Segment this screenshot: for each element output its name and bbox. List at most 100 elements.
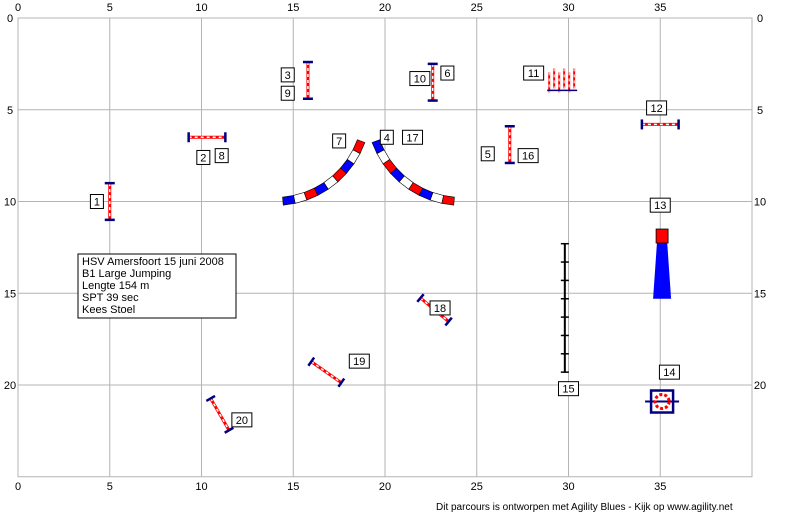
- number-label-box: [280, 85, 295, 101]
- tunnel-segment: [282, 195, 296, 206]
- number-label-12: 12: [646, 100, 668, 116]
- jump-2-8: [187, 132, 227, 143]
- number-label-5: 5: [480, 146, 495, 162]
- tire-ring: [653, 393, 671, 411]
- tunnel-7: [282, 139, 366, 206]
- x-tick-label-top: 35: [654, 2, 666, 14]
- number-label-4: 4: [379, 129, 394, 145]
- number-label-text: 19: [353, 356, 365, 368]
- number-label-2: 2: [196, 149, 211, 165]
- number-label-7: 7: [332, 133, 347, 149]
- number-label-18: 18: [429, 300, 451, 316]
- x-tick-label-bottom: 35: [654, 481, 666, 493]
- number-label-box: [429, 300, 451, 316]
- y-tick-label-right: 10: [754, 197, 766, 209]
- x-tick-label-top: 5: [107, 2, 113, 14]
- number-label-box: [402, 129, 424, 145]
- number-label-text: 9: [285, 88, 291, 100]
- obstacles: [104, 60, 680, 434]
- number-label-text: 15: [562, 384, 574, 396]
- number-label-box: [646, 100, 668, 116]
- y-tick-label-left: 15: [4, 288, 16, 300]
- number-label-text: 3: [285, 70, 291, 82]
- number-label-box: [649, 197, 671, 213]
- jump-wing: [307, 356, 316, 367]
- y-tick-label-right: 20: [754, 380, 766, 392]
- y-tick-label-left: 20: [4, 380, 16, 392]
- number-label-20: 20: [231, 412, 253, 428]
- chute-cloth: [653, 241, 672, 299]
- number-label-box: [409, 71, 431, 87]
- x-tick-label-bottom: 5: [107, 481, 113, 493]
- footer-credit[interactable]: Dit parcours is ontworpen met Agility Bl…: [436, 502, 733, 513]
- jump-12: [640, 119, 680, 130]
- info-line-event: HSV Amersfoort 15 juni 2008: [82, 256, 224, 268]
- jump-1: [104, 181, 115, 222]
- number-label-text: 12: [650, 103, 662, 115]
- number-label-box: [517, 148, 539, 164]
- long-jump-15: [560, 242, 569, 373]
- number-label-13: 13: [649, 197, 671, 213]
- number-label-17: 17: [402, 129, 424, 145]
- x-tick-label-bottom: 30: [562, 481, 574, 493]
- number-label-15: 15: [558, 381, 579, 397]
- x-tick-label-bottom: 25: [471, 481, 483, 493]
- number-label-16: 16: [517, 148, 539, 164]
- tire-14: [645, 389, 680, 414]
- info-line-length: Lengte 154 m: [82, 280, 149, 292]
- number-label-box: [214, 148, 229, 164]
- jump-10-6: [427, 62, 438, 102]
- chute-13: [653, 228, 672, 299]
- number-label-text: 7: [336, 136, 342, 148]
- x-tick-label-bottom: 20: [379, 481, 391, 493]
- number-label-box: [89, 194, 104, 209]
- y-tick-label-right: 5: [757, 105, 763, 117]
- number-label-box: [196, 149, 211, 165]
- number-label-14: 14: [658, 364, 680, 380]
- number-label-19: 19: [348, 353, 370, 369]
- jump-wing: [416, 293, 425, 303]
- jump-19: [307, 356, 346, 388]
- y-tick-label-left: 0: [7, 13, 13, 25]
- info-line-class: B1 Large Jumping: [82, 268, 171, 280]
- x-tick-label-top: 30: [562, 2, 574, 14]
- number-label-3: 3: [280, 67, 295, 83]
- info-box: HSV Amersfoort 15 juni 2008 B1 Large Jum…: [77, 253, 237, 319]
- number-label-10: 10: [409, 71, 431, 87]
- y-tick-label-right: 0: [757, 13, 763, 25]
- number-label-text: 4: [384, 132, 390, 144]
- number-label-box: [558, 381, 579, 397]
- jump-5-16: [504, 125, 515, 165]
- y-tick-label-right: 15: [754, 288, 766, 300]
- number-label-text: 10: [414, 74, 426, 86]
- number-label-text: 14: [663, 367, 675, 379]
- number-label-box: [440, 65, 455, 81]
- x-tick-label-bottom: 15: [287, 481, 299, 493]
- number-label-text: 8: [219, 151, 225, 163]
- x-tick-label-top: 15: [287, 2, 299, 14]
- x-tick-label-top: 0: [15, 2, 21, 14]
- jump-wing: [224, 426, 234, 434]
- chute-barrel: [655, 228, 669, 244]
- x-tick-label-top: 10: [195, 2, 207, 14]
- number-label-box: [280, 67, 295, 83]
- number-label-text: 16: [522, 151, 534, 163]
- x-tick-label-bottom: 0: [15, 481, 21, 493]
- number-label-text: 1: [94, 197, 100, 209]
- weave-poles-11: [547, 68, 578, 93]
- jump-wing: [337, 377, 346, 388]
- number-label-text: 2: [200, 152, 206, 164]
- number-label-11: 11: [523, 65, 545, 81]
- y-tick-label-left: 10: [4, 197, 16, 209]
- number-label-box: [379, 129, 394, 145]
- y-tick-label-left: 5: [7, 105, 13, 117]
- jump-bar-stripe: [310, 361, 342, 384]
- number-label-box: [480, 146, 495, 162]
- number-label-box: [348, 353, 370, 369]
- jump-bar-stripe: [210, 398, 230, 431]
- number-label-box: [231, 412, 253, 428]
- number-label-text: 18: [434, 303, 446, 315]
